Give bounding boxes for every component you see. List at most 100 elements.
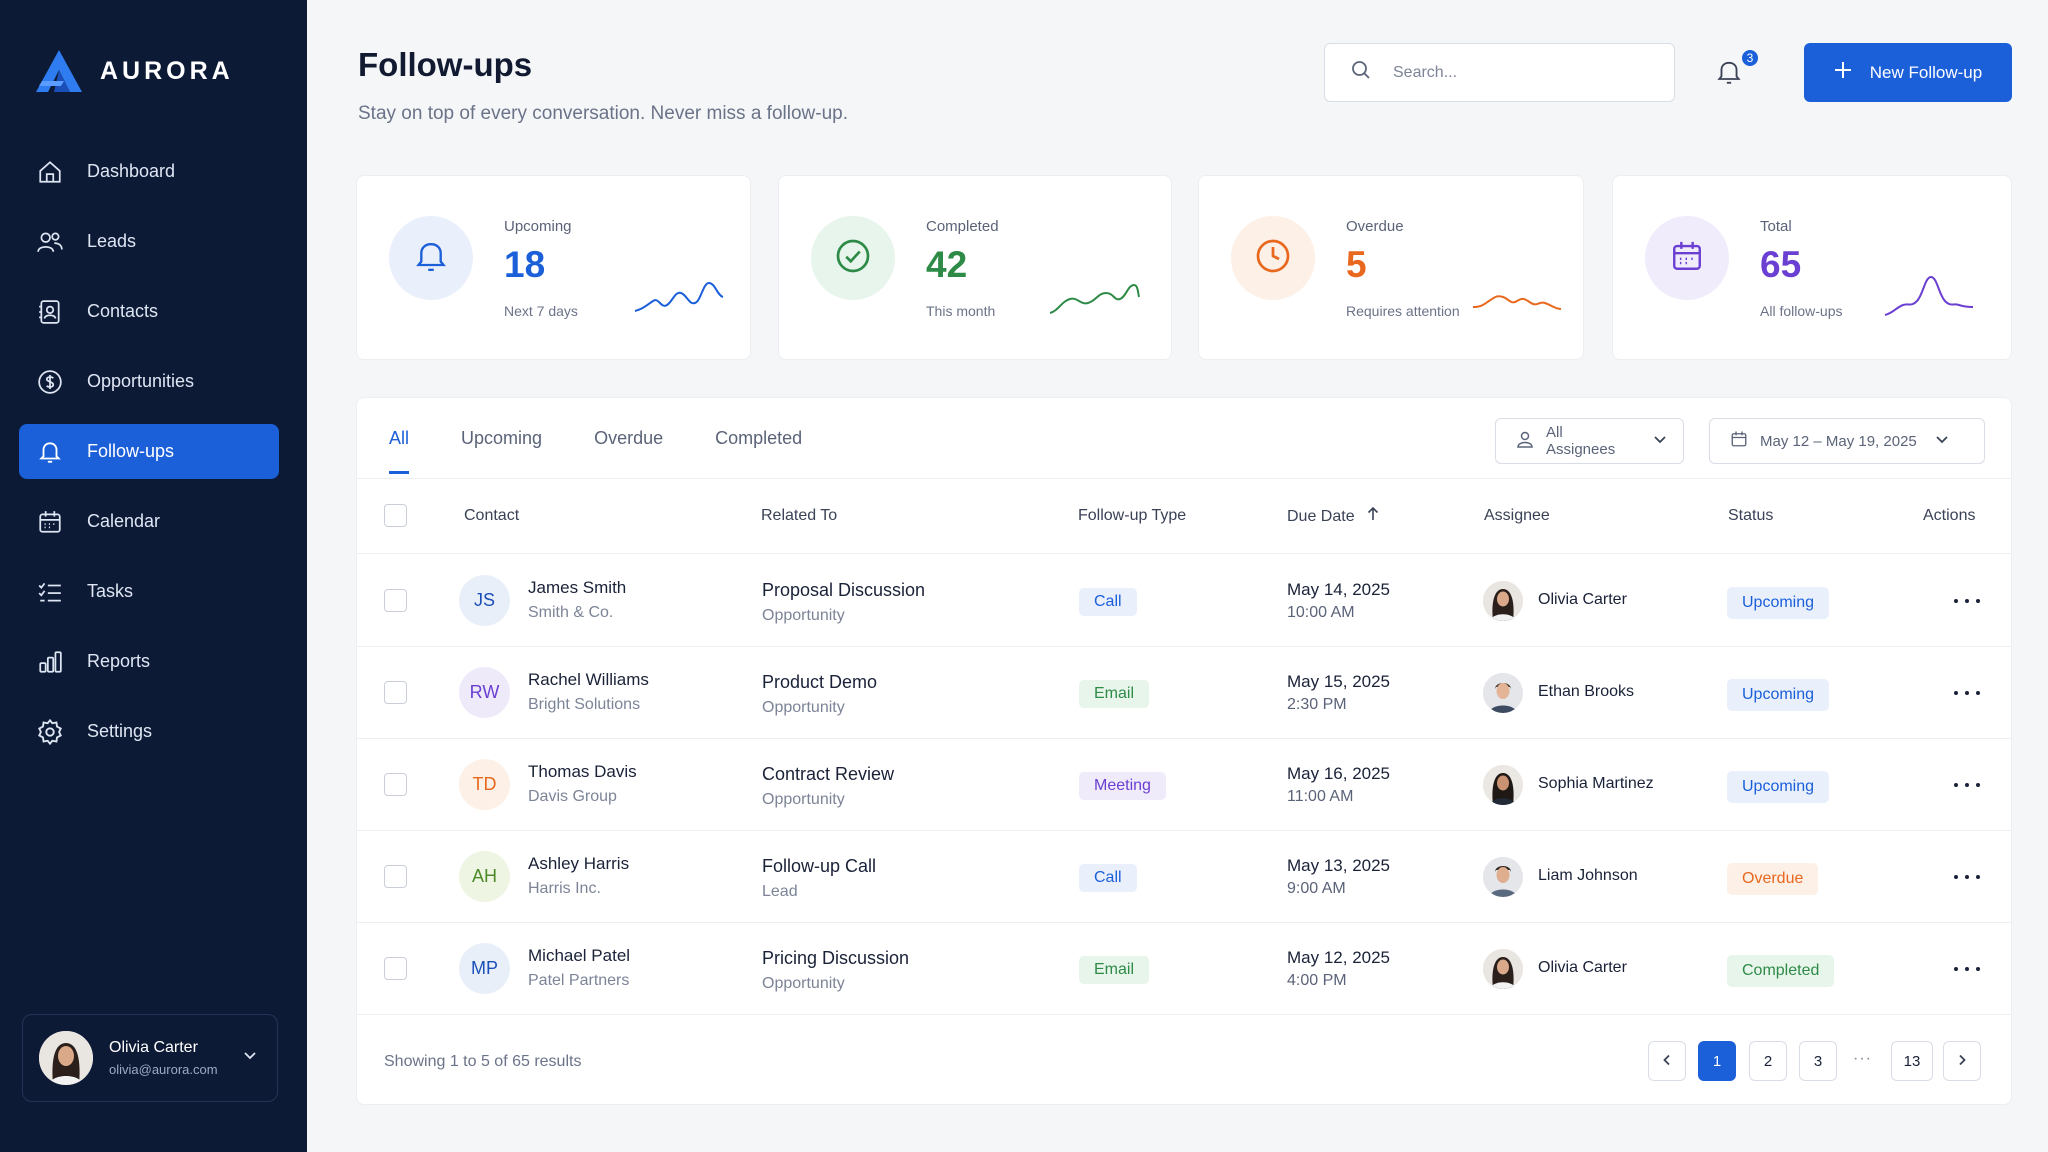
column-header-assignee[interactable]: Assignee: [1484, 507, 1550, 524]
sidebar-item-opportunities[interactable]: Opportunities: [19, 354, 279, 409]
more-actions-icon[interactable]: [1954, 589, 1980, 613]
contact-name[interactable]: Ashley Harris: [528, 854, 630, 873]
sidebar-item-label: Dashboard: [87, 161, 176, 181]
tab-completed[interactable]: Completed: [715, 428, 803, 448]
next-page-button[interactable]: [1943, 1041, 1981, 1081]
chevron-down-icon: [1935, 432, 1949, 450]
column-header-follow-up-type[interactable]: Follow-up Type: [1078, 507, 1187, 524]
related-type: Opportunity: [762, 791, 845, 808]
contact-company: Harris Inc.: [528, 880, 601, 897]
stat-label: Overdue: [1346, 218, 1404, 235]
tab-upcoming[interactable]: Upcoming: [461, 428, 543, 448]
checklist-icon: [36, 578, 64, 606]
sidebar-item-contacts[interactable]: Contacts: [19, 284, 279, 339]
table-row[interactable]: AH Ashley Harris Harris Inc. Follow-up C…: [357, 831, 2011, 923]
contact-initials-avatar: AH: [459, 851, 510, 902]
notifications-button[interactable]: 3: [1716, 48, 1760, 92]
row-checkbox[interactable]: [384, 681, 407, 704]
sidebar-item-dashboard[interactable]: Dashboard: [19, 144, 279, 199]
status-badge: Overdue: [1727, 863, 1819, 895]
row-checkbox[interactable]: [384, 957, 407, 980]
user-name: Olivia Carter: [109, 1039, 198, 1056]
select-all-checkbox[interactable]: [384, 504, 407, 527]
page-button-3[interactable]: 3: [1799, 1041, 1837, 1081]
stat-sub: Next 7 days: [504, 303, 578, 319]
prev-page-button[interactable]: [1648, 1041, 1686, 1081]
row-checkbox[interactable]: [384, 773, 407, 796]
related-title[interactable]: Pricing Discussion: [762, 948, 910, 968]
related-title[interactable]: Proposal Discussion: [762, 580, 926, 600]
more-actions-icon[interactable]: [1954, 957, 1980, 981]
sidebar-item-reports[interactable]: Reports: [19, 634, 279, 689]
related-title[interactable]: Contract Review: [762, 764, 895, 784]
column-header-contact[interactable]: Contact: [464, 507, 520, 524]
due-time: 2:30 PM: [1287, 696, 1347, 713]
related-title[interactable]: Follow-up Call: [762, 856, 877, 876]
stat-sub: Requires attention: [1346, 303, 1460, 319]
due-date-header-label: Due Date: [1287, 507, 1355, 525]
more-actions-icon[interactable]: [1954, 681, 1980, 705]
status-badge: Completed: [1727, 955, 1835, 987]
table-row[interactable]: MP Michael Patel Patel Partners Pricing …: [357, 923, 2011, 1015]
table-row[interactable]: JS James Smith Smith & Co. Proposal Disc…: [357, 555, 2011, 647]
assignee-filter-label: All Assignees: [1546, 424, 1616, 458]
chevron-right-icon: [1956, 1053, 1968, 1070]
more-actions-icon[interactable]: [1954, 865, 1980, 889]
page-button-13[interactable]: 13: [1891, 1041, 1933, 1081]
due-date: May 15, 2025: [1287, 672, 1391, 691]
due-date: May 16, 2025: [1287, 764, 1391, 783]
chevron-down-icon[interactable]: [243, 1048, 257, 1067]
type-badge: Meeting: [1079, 772, 1166, 800]
more-actions-icon[interactable]: [1954, 773, 1980, 797]
brand[interactable]: AURORA: [34, 48, 234, 94]
page-button-1[interactable]: 1: [1698, 1041, 1736, 1081]
sidebar-item-leads[interactable]: Leads: [19, 214, 279, 269]
aurora-logo-icon: [36, 50, 82, 92]
stat-label: Total: [1760, 218, 1792, 235]
table-row[interactable]: TD Thomas Davis Davis Group Contract Rev…: [357, 739, 2011, 831]
stat-icon-circle: [811, 216, 895, 300]
row-checkbox[interactable]: [384, 589, 407, 612]
column-header-related-to[interactable]: Related To: [761, 507, 838, 524]
related-title[interactable]: Product Demo: [762, 672, 878, 692]
search-input[interactable]: [1393, 63, 1643, 82]
sidebar-item-follow-ups[interactable]: Follow-ups: [19, 424, 279, 479]
tab-overdue[interactable]: Overdue: [594, 428, 664, 448]
column-header-status[interactable]: Status: [1728, 507, 1774, 524]
assignee-filter[interactable]: All Assignees: [1495, 418, 1684, 464]
chevron-left-icon: [1661, 1053, 1673, 1070]
contact-name[interactable]: Thomas Davis: [528, 762, 637, 781]
sparkline-completed: [1049, 283, 1140, 314]
user-icon: [1516, 430, 1534, 452]
date-range-filter[interactable]: May 12 – May 19, 2025: [1709, 418, 1985, 464]
sidebar-item-calendar[interactable]: Calendar: [19, 494, 279, 549]
contact-name[interactable]: Rachel Williams: [528, 670, 649, 689]
assignee-avatar: [1483, 949, 1523, 989]
sidebar-item-tasks[interactable]: Tasks: [19, 564, 279, 619]
home-icon: [36, 158, 64, 186]
tab-all[interactable]: All: [389, 428, 410, 474]
notification-badge: 3: [1740, 48, 1760, 68]
contact-name[interactable]: James Smith: [528, 578, 627, 597]
assignee-avatar: [1483, 765, 1523, 805]
due-date: May 14, 2025: [1287, 580, 1391, 599]
due-time: 4:00 PM: [1287, 972, 1347, 989]
stat-card-total: Total 65 All follow-ups: [1612, 175, 2012, 360]
search-icon: [1351, 60, 1371, 85]
new-follow-up-button[interactable]: New Follow-up: [1804, 43, 2012, 102]
page-button-2[interactable]: 2: [1749, 1041, 1787, 1081]
calendar-icon: [1670, 239, 1704, 278]
assignee-name: Olivia Carter: [1538, 959, 1627, 976]
clock-icon: [1255, 238, 1291, 279]
search-box[interactable]: [1324, 43, 1675, 102]
column-header-due-date[interactable]: Due Date: [1287, 506, 1379, 526]
sidebar-item-settings[interactable]: Settings: [19, 704, 279, 759]
stat-value: 18: [504, 244, 546, 285]
row-checkbox[interactable]: [384, 865, 407, 888]
stat-label: Completed: [926, 218, 999, 235]
contact-initials-avatar: JS: [459, 575, 510, 626]
table-row[interactable]: RW Rachel Williams Bright Solutions Prod…: [357, 647, 2011, 739]
contact-name[interactable]: Michael Patel: [528, 946, 631, 965]
user-profile-card[interactable]: Olivia Carter olivia@aurora.com: [22, 1014, 278, 1102]
check-circle-icon: [835, 238, 871, 279]
